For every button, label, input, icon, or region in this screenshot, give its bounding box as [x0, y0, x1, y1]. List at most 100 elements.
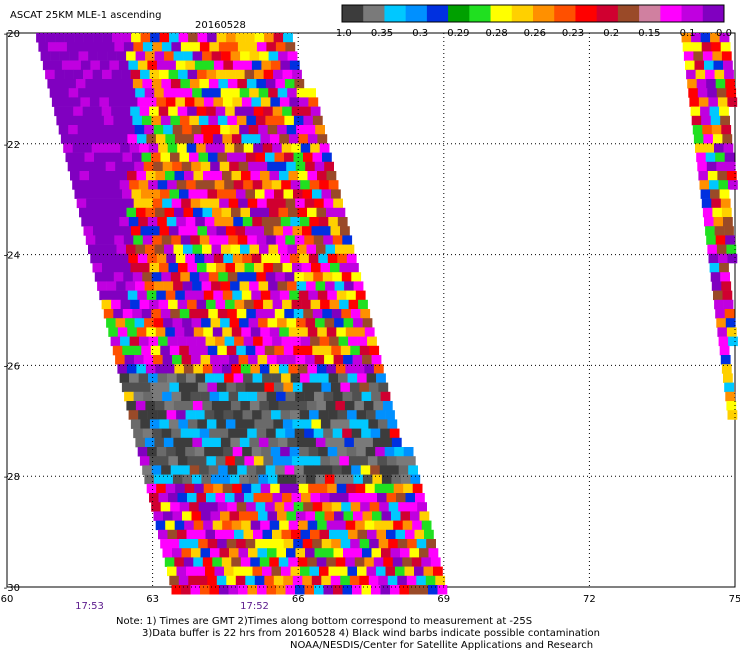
swath-cell	[198, 309, 209, 319]
swath-cell	[164, 51, 174, 61]
swath-cell	[246, 502, 256, 512]
swath-cell	[253, 336, 263, 347]
swath-cell	[310, 106, 321, 117]
swath-cell	[221, 207, 232, 218]
swath-cell	[148, 180, 158, 190]
swath-cell	[150, 345, 161, 356]
swath-cell	[322, 152, 332, 163]
swath-cell	[349, 382, 360, 393]
swath-cell	[264, 539, 275, 549]
swath-cell	[706, 235, 716, 245]
swath-cell	[687, 79, 697, 89]
swath-cell	[260, 483, 271, 494]
swath-cell	[270, 447, 281, 457]
swath-cell	[270, 290, 281, 301]
swath-cell	[61, 60, 72, 71]
swath-cell	[367, 336, 377, 347]
swath-cell	[250, 171, 261, 181]
swath-cell	[227, 79, 238, 89]
swath-cell	[56, 115, 67, 126]
swath-cell	[682, 42, 693, 52]
swath-cell	[267, 161, 277, 172]
swath-cell	[141, 309, 152, 319]
swath-cell	[88, 244, 98, 255]
swath-cell	[332, 465, 342, 475]
swath-cell	[362, 355, 372, 365]
swath-cell	[250, 207, 260, 218]
swath-cell	[267, 511, 278, 521]
swath-cell	[66, 79, 77, 89]
swath-cell	[307, 171, 318, 181]
swath-cell	[68, 125, 78, 135]
swath-cell	[180, 42, 191, 52]
swath-cell	[316, 557, 327, 567]
swath-cell	[323, 428, 333, 439]
swath-cell	[339, 456, 350, 466]
swath-cell	[99, 97, 110, 107]
swath-cell	[40, 51, 51, 61]
swath-cell	[411, 557, 422, 567]
swath-cell	[353, 281, 364, 291]
swath-cell	[307, 134, 318, 144]
colorbar-label: 0.0	[716, 28, 732, 39]
swath-cell	[264, 382, 275, 393]
swath-cell	[122, 345, 133, 356]
swath-cell	[367, 456, 378, 466]
swath-cell	[132, 272, 143, 282]
swath-cell	[298, 520, 308, 531]
swath-cell	[282, 106, 292, 117]
swath-cell	[322, 272, 333, 282]
swath-cell	[696, 79, 707, 89]
swath-cell	[274, 189, 284, 199]
swath-cell	[191, 125, 202, 135]
swath-cell	[318, 217, 329, 227]
swath-cell	[108, 290, 119, 301]
swath-cell	[419, 548, 429, 558]
swath-cell	[187, 106, 197, 117]
swath-cell	[259, 207, 270, 218]
swath-cell	[284, 502, 294, 512]
swath-cell	[170, 79, 181, 89]
swath-cell	[203, 290, 214, 301]
swath-cell	[255, 152, 266, 163]
swath-cell	[184, 327, 195, 337]
swath-cell	[215, 143, 225, 153]
swath-cell	[292, 575, 303, 586]
swath-cell	[196, 336, 206, 347]
swath-cell	[213, 253, 224, 264]
swath-cell	[280, 217, 291, 227]
swath-cell	[253, 106, 264, 117]
swath-cell	[211, 244, 222, 255]
swath-cell	[296, 318, 306, 328]
swath-cell	[88, 51, 98, 61]
swath-cell	[346, 483, 356, 494]
swath-cell	[158, 106, 169, 117]
swath-cell	[256, 79, 267, 89]
swath-cell	[218, 465, 228, 475]
swath-cell	[110, 143, 121, 153]
swath-cell	[204, 253, 215, 264]
swath-cell	[354, 557, 365, 567]
swath-cell	[145, 51, 155, 61]
swath-cell	[144, 474, 155, 485]
swath-cell	[298, 171, 308, 181]
swath-cell	[186, 373, 196, 383]
swath-cell	[344, 244, 355, 255]
swath-cell	[161, 272, 172, 282]
swath-cell	[148, 373, 158, 383]
swath-cell	[191, 474, 202, 485]
swath-cell	[236, 539, 246, 549]
swath-cell	[281, 336, 292, 347]
swath-cell	[281, 143, 292, 153]
swath-cell	[289, 290, 300, 301]
swath-cell	[706, 79, 716, 89]
swath-cell	[161, 235, 172, 245]
swath-cell	[692, 125, 703, 135]
swath-cell	[368, 575, 379, 586]
swath-cell	[184, 520, 194, 531]
swath-cell	[337, 253, 348, 264]
swath-cell	[59, 51, 70, 61]
swath-cell	[206, 299, 216, 310]
swath-cell	[289, 253, 300, 264]
swath-cell	[288, 134, 299, 144]
